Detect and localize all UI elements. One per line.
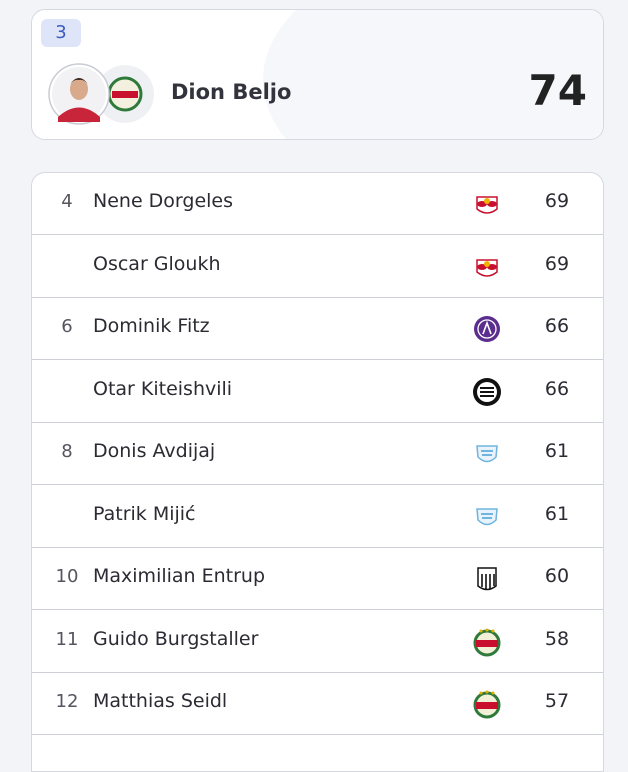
list-row[interactable]: Patrik Mijić 61 (32, 486, 603, 548)
club-logo (472, 314, 502, 344)
rank: 6 (52, 316, 82, 337)
player-value: 66 (537, 378, 577, 400)
ranking-list: 4 Nene Dorgeles 69 Oscar Gloukh 69 6 Dominik F… (31, 172, 604, 772)
player-value: 69 (537, 253, 577, 275)
player-name: Matthias Seidl (93, 690, 227, 712)
player-value: 66 (537, 315, 577, 337)
player-name: Otar Kiteishvili (93, 378, 232, 400)
player-name: Dion Beljo (171, 80, 291, 104)
club-logo (472, 377, 502, 407)
player-name: Patrik Mijić (93, 503, 196, 525)
player-value: 58 (537, 628, 577, 650)
player-name: Donis Avdijaj (93, 440, 215, 462)
list-row[interactable]: 4 Nene Dorgeles 69 (32, 173, 603, 235)
page: {"header": {"rank": "3", "name": "Dion B… (0, 0, 628, 750)
club-logo (472, 252, 502, 282)
leader-card[interactable]: 3 Dion Beljo 74 (31, 9, 604, 140)
player-value: 69 (537, 190, 577, 212)
rank-badge: 3 (41, 19, 81, 47)
list-row[interactable]: 10 Maximilian Entrup 60 (32, 548, 603, 610)
avatars (46, 62, 156, 126)
rank: 8 (52, 441, 82, 462)
rank: 11 (52, 629, 82, 650)
player-name: Nene Dorgeles (93, 190, 233, 212)
club-logo (472, 439, 502, 469)
rank: 12 (52, 691, 82, 712)
player-name: Guido Burgstaller (93, 628, 258, 650)
club-logo (472, 627, 502, 657)
player-value: 61 (537, 503, 577, 525)
rank: 4 (52, 191, 82, 212)
club-logo (472, 564, 502, 594)
player-value: 60 (537, 565, 577, 587)
club-logo (472, 502, 502, 532)
list-row (32, 736, 603, 772)
player-name: Dominik Fitz (93, 315, 210, 337)
club-logo (472, 189, 502, 219)
list-row[interactable]: 6 Dominik Fitz 66 (32, 298, 603, 360)
club-logo (472, 689, 502, 719)
player-value: 61 (537, 440, 577, 462)
list-row[interactable]: 12 Matthias Seidl 57 (32, 673, 603, 735)
player-name: Maximilian Entrup (93, 565, 265, 587)
list-row[interactable]: 11 Guido Burgstaller 58 (32, 611, 603, 673)
list-row[interactable]: Oscar Gloukh 69 (32, 236, 603, 298)
rank: 10 (52, 566, 82, 587)
list-row[interactable]: Otar Kiteishvili 66 (32, 361, 603, 423)
player-value: 57 (537, 690, 577, 712)
player-name: Oscar Gloukh (93, 253, 221, 275)
player-value: 74 (529, 70, 587, 112)
list-row[interactable]: 8 Donis Avdijaj 61 (32, 423, 603, 485)
